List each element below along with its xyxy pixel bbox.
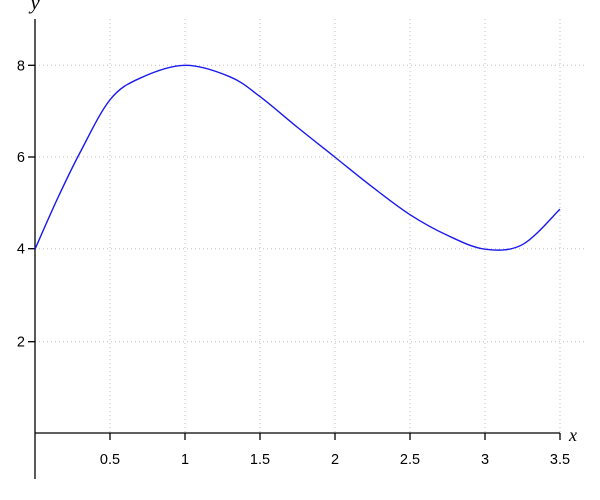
svg-text:0.5: 0.5 [100, 452, 120, 468]
svg-text:x: x [568, 425, 577, 445]
svg-text:y: y [28, 0, 40, 14]
svg-text:1.5: 1.5 [250, 452, 270, 468]
svg-text:2: 2 [17, 335, 25, 351]
svg-text:4: 4 [17, 242, 25, 258]
svg-text:2: 2 [331, 452, 339, 468]
svg-text:3: 3 [481, 452, 489, 468]
svg-text:2.5: 2.5 [400, 452, 420, 468]
svg-text:8: 8 [17, 58, 25, 74]
svg-text:6: 6 [17, 150, 25, 166]
svg-text:1: 1 [181, 452, 189, 468]
svg-text:3.5: 3.5 [550, 452, 570, 468]
